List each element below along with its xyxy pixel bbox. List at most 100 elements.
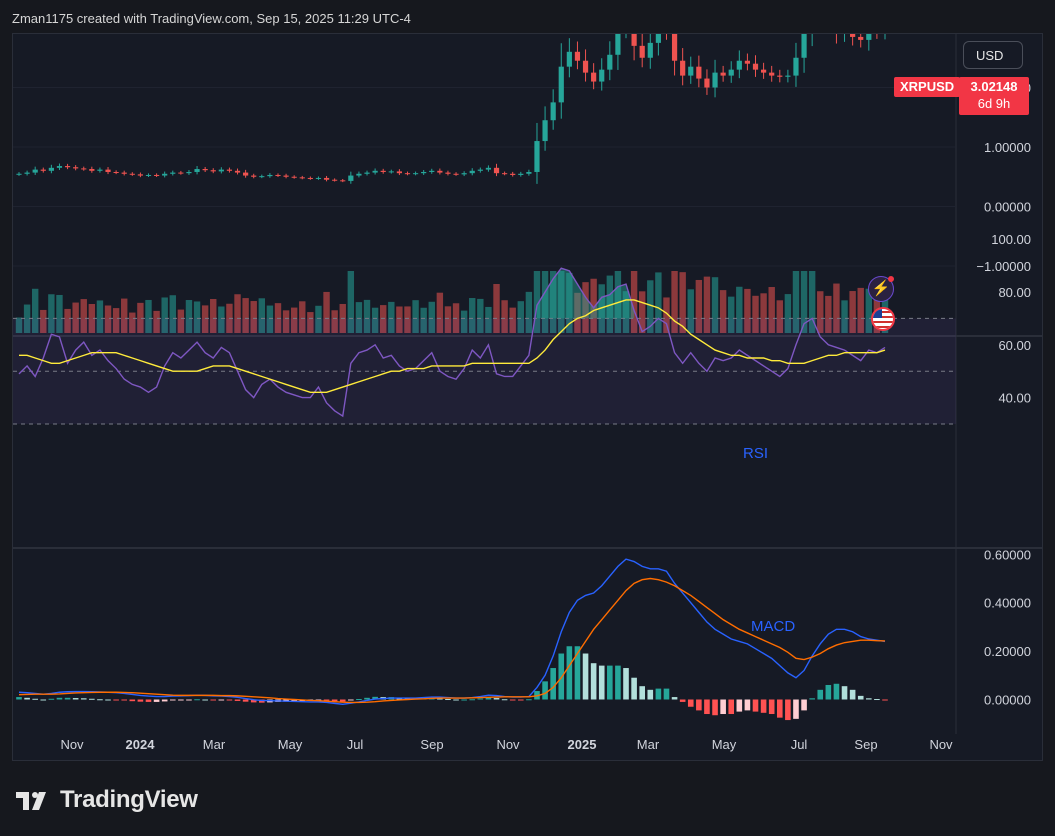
candle-body	[510, 173, 516, 175]
volume-bar	[711, 277, 719, 333]
candle-body	[380, 170, 386, 172]
volume-bar	[817, 291, 824, 333]
volume-bar	[695, 279, 703, 333]
candle-body	[32, 169, 38, 173]
candle-body	[364, 172, 370, 174]
macd-histogram-bar	[461, 699, 467, 701]
volume-bar	[493, 283, 500, 333]
volume-bar	[331, 310, 338, 333]
currency-button[interactable]: USD	[963, 41, 1023, 69]
tradingview-logo[interactable]: TradingView	[16, 785, 198, 815]
volume-bar	[72, 302, 79, 333]
candle-body	[340, 180, 346, 182]
volume-bar	[849, 291, 856, 333]
macd-histogram-bar	[712, 699, 718, 716]
volume-bar	[145, 299, 152, 333]
macd-histogram-bar	[874, 699, 880, 701]
candle-body	[73, 167, 79, 169]
volume-bar	[501, 300, 508, 333]
volume-bar	[129, 312, 136, 333]
candle-body	[323, 177, 330, 180]
macd-histogram-bar	[736, 699, 743, 712]
macd-histogram-bar	[105, 699, 111, 701]
macd-axis-tick: 0.20000	[984, 644, 1031, 659]
macd-histogram-bar	[202, 699, 208, 701]
macd-histogram-bar	[169, 699, 176, 701]
time-axis-tick: Nov	[60, 737, 84, 752]
volume-bar	[121, 298, 128, 333]
candle-body	[251, 175, 257, 177]
macd-histogram-bar	[64, 697, 71, 700]
volume-bar	[15, 317, 23, 333]
candle-body	[356, 173, 362, 176]
candle-body	[502, 173, 508, 175]
last-price-value: 3.02148	[970, 79, 1018, 94]
candle-body	[429, 170, 435, 172]
candle-body	[137, 174, 144, 176]
macd-histogram-bar	[704, 699, 710, 715]
macd-histogram-bar	[760, 699, 767, 713]
chart-canvas[interactable]: 3.000002.000001.000000.00000−1.00000100.…	[13, 34, 1043, 761]
macd-histogram-bar	[671, 697, 678, 700]
macd-histogram-bar	[509, 699, 516, 701]
candle-body	[307, 177, 313, 179]
us-flag-icon[interactable]	[871, 307, 895, 331]
rsi-axis-tick: 80.00	[998, 285, 1031, 300]
volume-bar	[728, 296, 735, 333]
volume-bar	[477, 298, 484, 333]
macd-histogram-bar	[339, 699, 346, 702]
candle-body	[615, 34, 621, 55]
macd-histogram-bar	[825, 684, 832, 700]
volume-bar	[752, 295, 759, 333]
volume-bar	[96, 300, 104, 333]
macd-histogram-bar	[250, 699, 257, 703]
volume-bar	[768, 287, 775, 333]
volume-bar	[161, 297, 168, 333]
macd-histogram-bar	[48, 698, 55, 700]
macd-histogram-bar	[80, 698, 87, 700]
rsi-label: RSI	[743, 445, 768, 462]
time-axis-tick: Mar	[637, 737, 660, 752]
candle-body	[728, 69, 734, 76]
volume-bar	[420, 307, 427, 333]
volume-bar	[347, 271, 355, 333]
volume-bar	[282, 310, 290, 333]
candle-body	[186, 171, 192, 174]
candle-body	[153, 174, 160, 176]
macd-histogram-bar	[526, 699, 532, 701]
macd-histogram-bar	[776, 699, 783, 718]
time-axis-tick: May	[712, 737, 737, 752]
macd-histogram-bar	[16, 697, 22, 700]
candle-body	[218, 169, 224, 172]
macd-histogram-bar	[24, 697, 30, 700]
time-axis-tick: Mar	[203, 737, 226, 752]
macd-histogram-bar	[590, 663, 597, 700]
macd-histogram-bar	[720, 699, 726, 715]
lightning-idea-icon[interactable]: ⚡	[868, 276, 894, 302]
volume-bar	[242, 298, 249, 333]
chart-panel[interactable]: 3.000002.000001.000000.00000−1.00000100.…	[12, 33, 1043, 761]
macd-histogram-bar	[218, 699, 225, 701]
volume-bar	[792, 271, 800, 333]
volume-bar	[112, 308, 120, 333]
candle-body	[801, 34, 807, 58]
candle-body	[736, 60, 742, 70]
candle-body	[121, 172, 127, 174]
candle-body	[170, 172, 176, 174]
volume-bar	[558, 271, 565, 333]
candle-body	[372, 170, 378, 173]
candle-body	[493, 167, 500, 174]
volume-bar	[234, 294, 241, 333]
volume-bar	[663, 297, 670, 333]
volume-bar	[266, 305, 274, 333]
rsi-ma-line	[19, 299, 886, 394]
volume-bar	[201, 305, 209, 333]
time-axis-tick: Jul	[347, 737, 364, 752]
macd-histogram-bar	[356, 699, 362, 701]
macd-histogram-bar	[501, 699, 508, 701]
macd-histogram-bar	[40, 699, 47, 701]
volume-bar	[64, 308, 71, 333]
volume-bar	[784, 294, 792, 333]
macd-histogram-bar	[323, 699, 330, 701]
